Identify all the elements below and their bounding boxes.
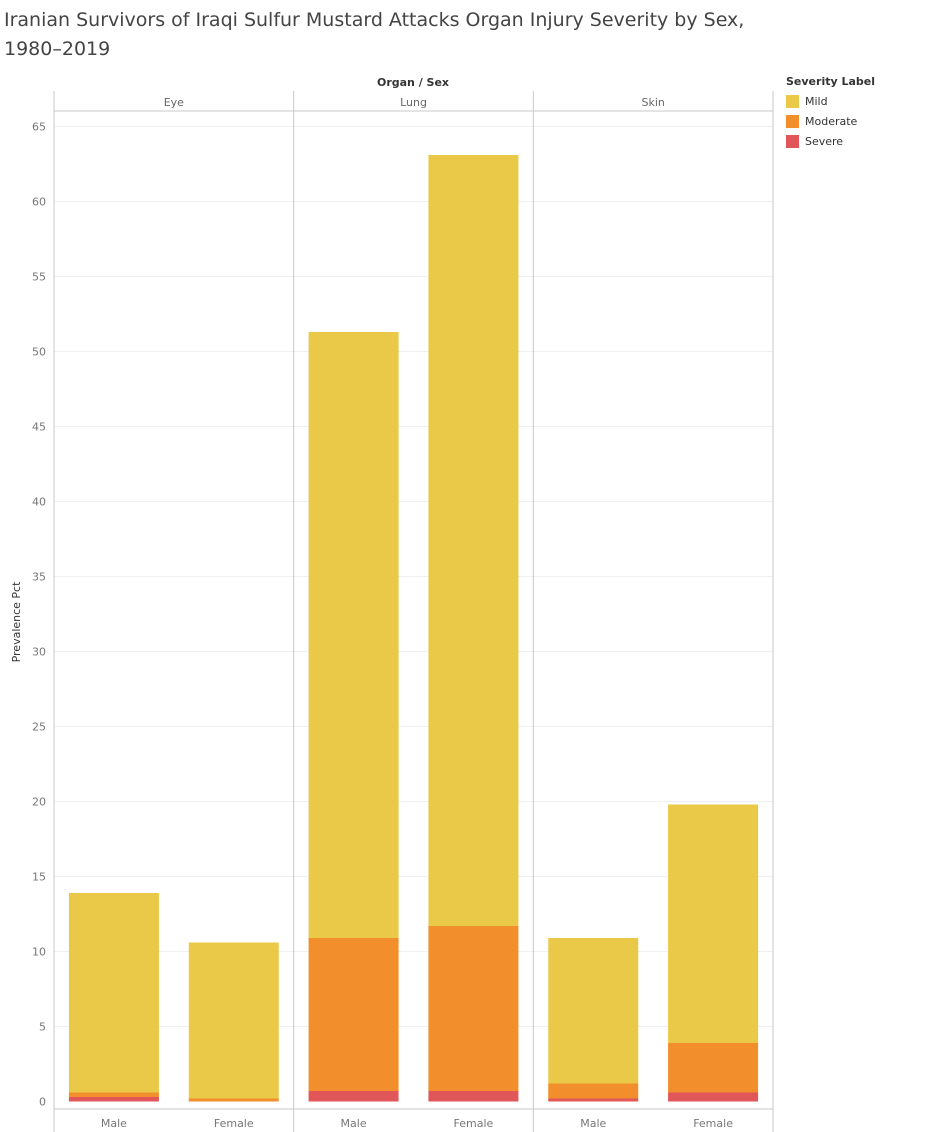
y-tick-label: 30 — [32, 646, 46, 659]
legend-swatch-mild — [786, 94, 799, 108]
panel-header-lung: Lung — [400, 96, 427, 109]
bar-lung-female-moderate[interactable] — [428, 926, 519, 1091]
legend-swatch-moderate — [786, 114, 799, 128]
chart-title: Iranian Survivors of Iraqi Sulfur Mustar… — [4, 9, 745, 60]
legend-swatch-severe — [786, 134, 799, 148]
x-tick-label: Male — [580, 1117, 606, 1130]
bar-skin-female-severe[interactable] — [668, 1092, 759, 1102]
legend-label-moderate: Moderate — [805, 114, 858, 128]
bar-skin-female-moderate[interactable] — [668, 1043, 759, 1093]
bar-lung-male-moderate[interactable] — [308, 938, 399, 1091]
legend: Severity Label Mild Moderate Severe — [786, 75, 875, 151]
legend-item-severe[interactable]: Severe — [786, 131, 875, 151]
bar-eye-female-moderate[interactable] — [188, 1098, 279, 1102]
x-tick-label: Female — [214, 1117, 254, 1130]
legend-item-mild[interactable]: Mild — [786, 91, 875, 111]
bar-eye-male-mild[interactable] — [68, 893, 159, 1093]
x-tick-label: Female — [454, 1117, 494, 1130]
x-tick-label: Male — [101, 1117, 127, 1130]
bar-eye-female-mild[interactable] — [188, 942, 279, 1099]
legend-label-mild: Mild — [805, 94, 828, 108]
bar-eye-male-moderate[interactable] — [68, 1092, 159, 1098]
y-tick-label: 0 — [39, 1096, 46, 1109]
y-tick-label: 65 — [32, 121, 46, 134]
y-tick-label: 10 — [32, 946, 46, 959]
bar-skin-female-mild[interactable] — [668, 804, 759, 1044]
bar-lung-female-severe[interactable] — [428, 1091, 519, 1102]
legend-title: Severity Label — [786, 75, 876, 88]
y-tick-label: 45 — [32, 421, 46, 434]
y-tick-label: 35 — [32, 571, 46, 584]
bar-skin-male-moderate[interactable] — [548, 1083, 639, 1099]
y-tick-label: 40 — [32, 496, 46, 509]
y-tick-label: 5 — [39, 1021, 46, 1034]
bar-eye-male-severe[interactable] — [68, 1097, 159, 1102]
y-tick-label: 50 — [32, 346, 46, 359]
bar-skin-male-mild[interactable] — [548, 938, 639, 1084]
y-tick-label: 15 — [32, 871, 46, 884]
bar-skin-male-severe[interactable] — [548, 1098, 639, 1102]
header-label: Organ / Sex — [377, 76, 449, 89]
legend-label-severe: Severe — [805, 134, 844, 148]
panel-header-eye: Eye — [164, 96, 184, 109]
y-tick-label: 60 — [32, 196, 46, 209]
bar-lung-male-mild[interactable] — [308, 332, 399, 938]
y-tick-label: 20 — [32, 796, 46, 809]
bar-lung-male-severe[interactable] — [308, 1091, 399, 1102]
y-tick-label: 55 — [32, 271, 46, 284]
bar-lung-female-mild[interactable] — [428, 155, 519, 926]
y-tick-label: 25 — [32, 721, 46, 734]
legend-item-moderate[interactable]: Moderate — [786, 111, 875, 131]
x-tick-label: Male — [341, 1117, 367, 1130]
x-tick-label: Female — [693, 1117, 733, 1130]
panel-header-skin: Skin — [641, 96, 664, 109]
y-axis-title: Prevalence Pct — [10, 581, 23, 663]
